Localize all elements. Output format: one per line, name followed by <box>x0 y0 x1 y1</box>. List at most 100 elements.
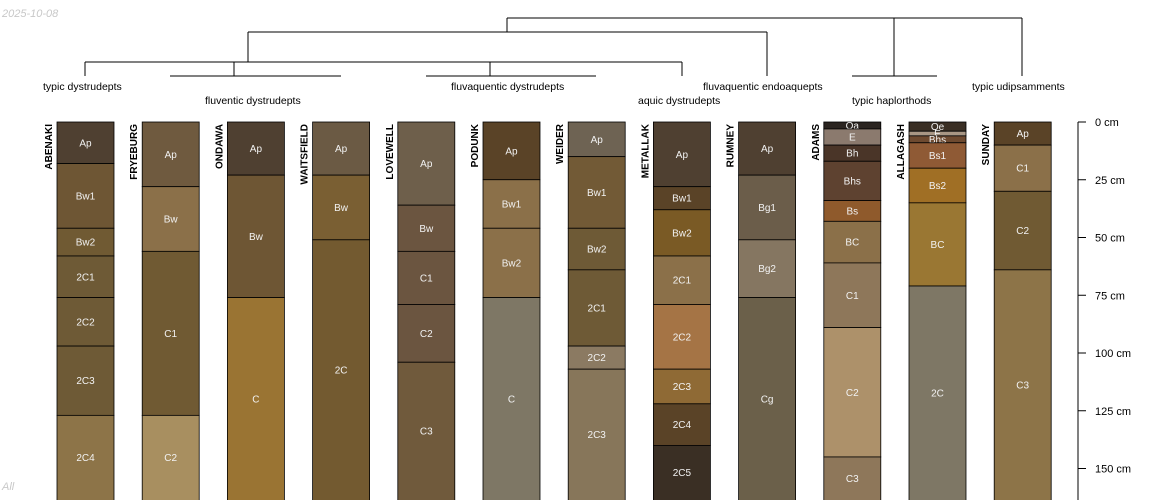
horizon-label: 2C <box>931 389 944 400</box>
horizon-label: Bh <box>846 149 858 160</box>
horizon <box>993 144 1052 192</box>
horizon <box>567 227 626 271</box>
horizon <box>141 121 200 188</box>
horizon <box>226 297 285 500</box>
profile-podunk: PODUNK Ap Bw1 Bw2 C <box>470 121 541 500</box>
profile-name: SUNDAY <box>981 124 992 166</box>
horizon-label: BC <box>931 240 945 251</box>
horizon-label: Bg1 <box>758 203 776 214</box>
horizon-label: E <box>934 129 941 140</box>
horizon <box>56 414 115 500</box>
horizon <box>738 297 796 500</box>
horizon-label: Ap <box>505 146 518 157</box>
horizon <box>908 202 967 287</box>
horizon-label: C <box>252 394 259 405</box>
horizon-label: Bs <box>846 206 858 217</box>
horizon <box>908 285 967 500</box>
horizon <box>141 414 200 500</box>
horizon-label: 2C3 <box>673 382 692 393</box>
horizon-label: 2C2 <box>588 353 607 364</box>
profile-fryeburg: FRYEBURG Ap Bw C1 C2 <box>129 121 200 500</box>
horizon-label: 2C3 <box>76 376 95 387</box>
horizon-label: C2 <box>420 329 433 340</box>
horizon <box>482 121 541 181</box>
horizon-label: C1 <box>1016 164 1029 175</box>
horizon <box>653 368 711 405</box>
horizon <box>653 255 711 305</box>
horizon-label: Bw <box>249 232 264 243</box>
horizon-label: C2 <box>1016 226 1029 237</box>
profile-lovewell: LOVEWELL Ap Bw C1 C2 C3 <box>385 121 456 500</box>
profile-name: ABENAKI <box>44 124 55 170</box>
horizon <box>482 297 541 500</box>
profile-name: METALLAK <box>640 123 651 178</box>
horizon <box>56 255 115 298</box>
horizon <box>908 167 967 204</box>
horizon-label: Bw2 <box>502 258 522 269</box>
horizon-label: Ap <box>250 144 263 155</box>
horizon <box>738 174 796 241</box>
horizon <box>738 121 796 176</box>
horizon-label: Bw2 <box>76 238 96 249</box>
horizon-label: Ap <box>1017 129 1030 140</box>
horizon-label: Bg2 <box>758 264 776 275</box>
corner-note: All <box>2 481 15 493</box>
horizon <box>567 121 626 158</box>
horizon <box>226 121 285 176</box>
horizon-label: Ap <box>591 135 604 146</box>
depth-tick-label: 75 cm <box>1095 290 1125 302</box>
horizon <box>56 227 115 257</box>
taxon-label-fluvaquentic-dystrudepts: fluvaquentic dystrudepts <box>451 81 564 93</box>
horizon-label: C2 <box>164 453 177 464</box>
profile-sunday: SUNDAY Ap C1 C2 C3 <box>981 121 1052 500</box>
profile-name: ALLAGASH <box>896 124 907 180</box>
horizon-label: C3 <box>846 474 859 485</box>
horizon <box>397 204 456 252</box>
taxon-label-typic-udipsamments: typic udipsamments <box>972 81 1065 93</box>
horizon <box>397 250 456 305</box>
horizon-label: Bw1 <box>502 200 522 211</box>
horizon-label: 2C3 <box>588 430 607 441</box>
horizon-label: Ap <box>79 138 92 149</box>
dendrogram <box>84 17 1023 77</box>
horizon-label: Oe <box>931 122 945 133</box>
horizon-label: Bw1 <box>672 194 692 205</box>
horizon <box>226 174 285 298</box>
horizon <box>567 368 626 500</box>
horizon-label: BC <box>845 238 859 249</box>
horizon <box>56 297 115 347</box>
depth-axis: 0 cm 25 cm 50 cm 75 cm 100 cm 125 cm 150 cm <box>1077 117 1131 500</box>
horizon-label: Bhs <box>929 135 946 146</box>
taxon-label-fluvaquentic-endoaquepts: fluvaquentic endoaquepts <box>703 81 823 93</box>
horizon-label: Bhs <box>844 176 861 187</box>
horizon-label: 2C5 <box>673 468 692 479</box>
horizon-label: 2C2 <box>673 332 692 343</box>
date-stamp: 2025-10-08 <box>2 8 59 20</box>
horizon <box>567 269 626 347</box>
depth-tick-label: 0 cm <box>1095 117 1119 129</box>
horizon <box>823 220 882 264</box>
depth-tick-label: 125 cm <box>1095 406 1131 418</box>
horizon-label: Bw1 <box>76 191 96 202</box>
profile-weider: WEIDER Ap Bw1 Bw2 2C1 2C2 2C3 <box>555 121 626 500</box>
depth-tick-label: 100 cm <box>1095 348 1131 360</box>
horizon <box>312 174 371 241</box>
horizon-label: C3 <box>420 427 433 438</box>
horizon <box>567 156 626 229</box>
depth-tick-label: 50 cm <box>1095 233 1125 245</box>
horizon <box>823 456 882 500</box>
horizon <box>653 444 711 500</box>
taxon-label-typic-dystrudepts: typic dystrudepts <box>43 81 122 93</box>
horizon-label: Bw <box>419 224 434 235</box>
horizon-label: 2C4 <box>673 420 692 431</box>
horizon-label: Ap <box>165 150 178 161</box>
horizon-label: Oa <box>846 121 860 132</box>
profile-name: LOVEWELL <box>385 124 396 180</box>
profile-adams: ADAMS OaE Bh Bhs Bs BC C1 C2 C3 <box>811 121 882 500</box>
horizon <box>653 209 711 257</box>
horizon-label: Bw <box>164 215 179 226</box>
taxon-label-aquic-dystrudepts: aquic dystrudepts <box>638 95 720 107</box>
horizon-label: Bs1 <box>929 151 947 162</box>
